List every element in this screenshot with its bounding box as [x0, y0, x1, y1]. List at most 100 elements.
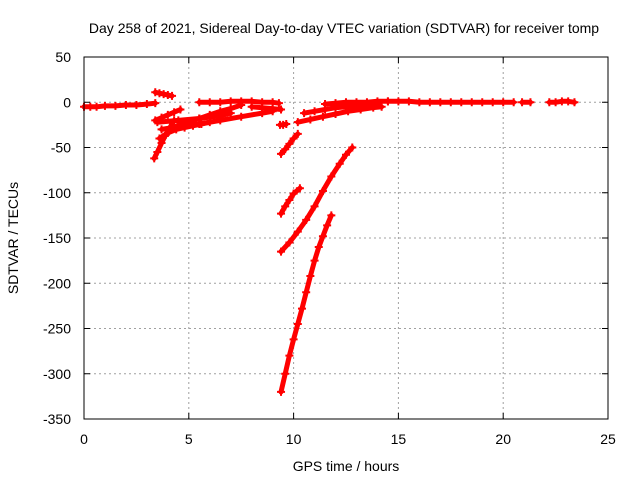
series-track-10-ascend: [293, 102, 386, 127]
data-point: [377, 102, 386, 111]
data-layer: [80, 88, 579, 396]
data-point: [100, 101, 109, 110]
data-point: [155, 134, 164, 143]
data-point: [216, 107, 225, 116]
series-track: [278, 145, 355, 255]
data-point: [318, 232, 327, 241]
y-tick-label: -150: [43, 230, 71, 246]
x-tick-label: 20: [495, 431, 511, 447]
data-point: [383, 97, 392, 106]
data-point: [153, 118, 162, 127]
data-point: [132, 100, 141, 109]
data-point: [293, 319, 302, 328]
data-point: [92, 102, 101, 111]
data-point: [157, 125, 166, 134]
data-point: [282, 119, 291, 128]
data-point: [151, 99, 160, 108]
data-point: [446, 98, 455, 107]
data-point: [314, 243, 323, 252]
y-tick-label: -200: [43, 275, 71, 291]
x-tick-label: 25: [600, 431, 616, 447]
data-point: [153, 148, 162, 157]
data-point: [300, 109, 309, 118]
data-point: [216, 98, 225, 107]
data-point: [394, 97, 403, 106]
data-point: [310, 202, 319, 211]
data-point: [237, 112, 246, 121]
data-point: [302, 215, 311, 224]
data-point: [327, 172, 336, 181]
data-point: [226, 104, 235, 113]
y-tick-label: 0: [63, 94, 71, 110]
data-point: [277, 149, 286, 158]
data-point: [281, 202, 290, 211]
x-tick-label: 0: [80, 431, 88, 447]
series-track-flat-8-9: [247, 102, 286, 114]
data-point: [293, 129, 302, 138]
data-point: [318, 186, 327, 195]
series-track-big-curve: [277, 143, 357, 256]
data-point: [281, 369, 290, 378]
data-point: [142, 100, 151, 109]
data-point: [277, 387, 286, 396]
series-track-20-21: [518, 98, 535, 107]
data-point: [205, 110, 214, 119]
chart-title: Day 258 of 2021, Sidereal Day-to-day VTE…: [89, 20, 599, 36]
y-tick-label: -300: [43, 366, 71, 382]
data-point: [352, 98, 361, 107]
data-point: [526, 98, 535, 107]
data-point: [302, 288, 311, 297]
series-track-ascend-5: [174, 100, 246, 129]
x-tick-label: 5: [185, 431, 193, 447]
data-point: [457, 98, 466, 107]
data-point: [176, 105, 185, 114]
data-point: [268, 104, 277, 113]
y-tick-label: 50: [55, 49, 71, 65]
data-point: [488, 98, 497, 107]
data-point: [327, 211, 336, 220]
data-point: [163, 110, 172, 119]
data-point: [170, 108, 179, 117]
data-point: [274, 99, 283, 108]
y-axis-label: SDTVAR / TECUs: [5, 182, 21, 294]
data-point: [570, 98, 579, 107]
data-point: [195, 98, 204, 107]
y-tick-label: -350: [43, 411, 71, 427]
data-point: [205, 98, 214, 107]
data-point: [306, 272, 315, 281]
data-point: [289, 134, 298, 143]
data-point: [478, 98, 487, 107]
data-point: [348, 143, 357, 152]
data-point: [425, 98, 434, 107]
y-tick-label: -50: [51, 140, 71, 156]
data-point: [310, 107, 319, 116]
x-tick-label: 15: [391, 431, 407, 447]
series-track-early-flat: [80, 99, 160, 111]
y-tick-label: -250: [43, 321, 71, 337]
data-point: [467, 98, 476, 107]
data-point: [509, 98, 518, 107]
data-point: [404, 97, 413, 106]
data-point: [306, 115, 315, 124]
series-track-steep: [277, 211, 336, 396]
data-point: [237, 97, 246, 106]
data-point: [111, 101, 120, 110]
data-point: [362, 98, 371, 107]
series-track-high-3.5: [151, 88, 177, 100]
data-point: [121, 100, 130, 109]
data-point: [174, 120, 183, 129]
data-point: [436, 98, 445, 107]
series-track-9.5-deep: [277, 184, 304, 218]
tick-layer: 0 5 10 15 20 25 50 0 -50 -100 -150 -200 -250 -300 -350: [43, 49, 616, 447]
data-point: [289, 335, 298, 344]
data-point: [157, 138, 166, 147]
data-point: [293, 118, 302, 127]
series-track-small-9.5: [275, 119, 291, 129]
series-track-mid-3.5: [151, 105, 185, 125]
series-track-22-23: [545, 97, 579, 107]
data-point: [293, 227, 302, 236]
data-point: [297, 304, 306, 313]
x-axis-label: GPS time / hours: [293, 458, 400, 474]
data-point: [318, 112, 327, 121]
